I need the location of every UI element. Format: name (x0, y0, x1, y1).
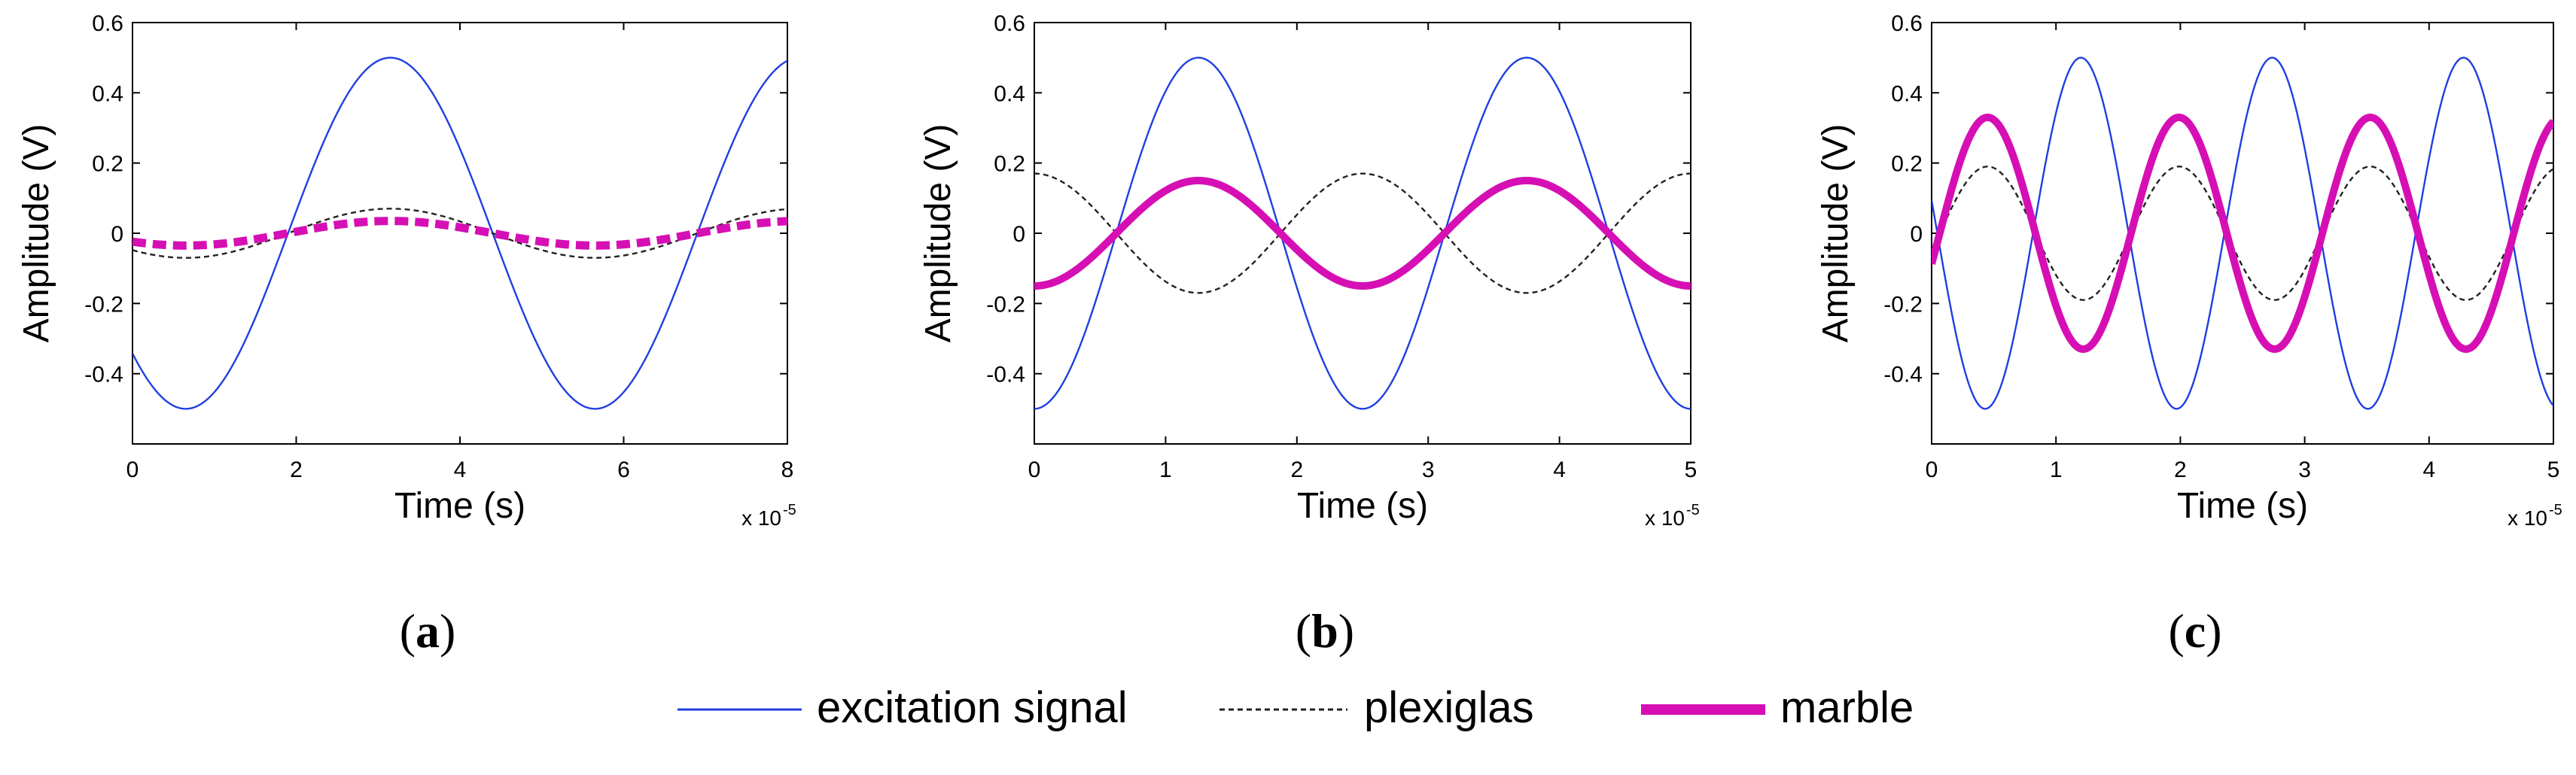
y-tick-label: 0 (1910, 222, 1923, 247)
y-tick-label: -0.2 (1883, 292, 1923, 317)
panel-caption: (a) (400, 604, 456, 658)
legend-label: plexiglas (1364, 683, 1534, 732)
y-tick-label: -0.4 (1883, 363, 1923, 388)
legend-label: excitation signal (817, 683, 1128, 732)
y-tick-label: 0.2 (1891, 152, 1923, 177)
series-group (132, 56, 787, 410)
x-tick-label: 2 (290, 457, 303, 482)
y-tick-label: 0.6 (92, 11, 123, 36)
series-group (1034, 56, 1691, 410)
x-tick-label: 1 (2050, 457, 2063, 482)
series-line-excitation (1034, 56, 1691, 410)
x-tick-label: 4 (1553, 457, 1566, 482)
y-tick-label: 0.4 (92, 81, 123, 106)
x-tick-label: 6 (617, 457, 630, 482)
panel-caption: (c) (2168, 604, 2221, 658)
y-tick-label: -0.2 (986, 292, 1025, 317)
x-multiplier-text: x 10 (741, 506, 781, 530)
x-tick-label: 2 (2174, 457, 2187, 482)
plot-frame (1034, 22, 1691, 445)
series-line-marble (1932, 114, 2553, 353)
x-tick-label: 0 (1926, 457, 1938, 482)
series-line-excitation (132, 56, 787, 410)
legend-item-plexiglas: plexiglas (1219, 683, 1534, 732)
y-tick-label: -0.2 (84, 292, 123, 317)
x-exponent-label: x 10 -5 (1645, 502, 1700, 530)
y-tick-label: 0 (1012, 222, 1025, 247)
y-tick-label: 0.2 (994, 152, 1025, 177)
x-tick-label: 3 (2298, 457, 2311, 482)
x-axis-label: Time (s) (1297, 486, 1428, 526)
y-tick-label: 0.6 (1891, 11, 1923, 36)
legend-label: marble (1780, 683, 1914, 732)
x-axis-label: Time (s) (2177, 486, 2308, 526)
series-line-marble (132, 217, 787, 250)
panel-caption: (b) (1296, 604, 1354, 658)
y-axis-label: Amplitude (V) (1816, 124, 1856, 343)
x-tick-label: 0 (126, 457, 139, 482)
x-tick-label: 1 (1159, 457, 1172, 482)
series-line-marble (1034, 177, 1691, 290)
y-axis-label: Amplitude (V) (918, 124, 958, 343)
x-tick-label: 8 (781, 457, 794, 482)
x-tick-label: 5 (2547, 457, 2560, 482)
chart-panel-b: 0 1 2 3 4 5 -0.4 -0.2 0 0.2 0.4 0.6 Time (s) x 10 -5 Am… (918, 11, 1700, 658)
x-tick-label: 3 (1422, 457, 1435, 482)
x-axis-label: Time (s) (394, 486, 525, 526)
legend-item-excitation: excitation signal (677, 683, 1128, 732)
y-tick-label: 0.4 (1891, 81, 1923, 106)
x-exponent-label: x 10 -5 (741, 502, 796, 530)
y-tick-label: 0.2 (92, 152, 123, 177)
x-multiplier-text: x 10 (2507, 506, 2547, 530)
y-axis-label: Amplitude (V) (17, 124, 56, 343)
plot-frame (1931, 22, 2554, 445)
x-tick-label: 0 (1028, 457, 1041, 482)
x-tick-label: 4 (2422, 457, 2435, 482)
y-tick-label: 0.4 (994, 81, 1025, 106)
y-tick-label: 0 (111, 222, 123, 247)
legend: excitation signal plexiglas marble (677, 683, 1914, 732)
chart-panel-c: 0 1 2 3 4 5 -0.4 -0.2 0 0.2 0.4 0.6 Time (s) x 10 -5 Am… (1816, 11, 2562, 658)
x-tick-label: 5 (1685, 457, 1698, 482)
series-group (1932, 56, 2553, 410)
y-tick-label: -0.4 (84, 363, 123, 388)
x-multiplier-text: x 10 (1645, 506, 1685, 530)
y-tick-label: 0.6 (994, 11, 1025, 36)
x-exponent-text: -5 (783, 502, 796, 518)
x-tick-label: 2 (1290, 457, 1303, 482)
x-tick-label: 4 (454, 457, 467, 482)
chart-panel-a: 0 2 4 6 8 -0.4 -0.2 0 0.2 0.4 0.6 Time (s) x 10 -5 Amp… (17, 11, 796, 658)
x-exponent-label: x 10 -5 (2507, 502, 2562, 530)
x-exponent-text: -5 (2549, 502, 2562, 518)
legend-item-marble: marble (1641, 683, 1914, 732)
series-line-plexiglas (1034, 172, 1691, 294)
y-tick-label: -0.4 (986, 363, 1025, 388)
x-exponent-text: -5 (1686, 502, 1700, 518)
